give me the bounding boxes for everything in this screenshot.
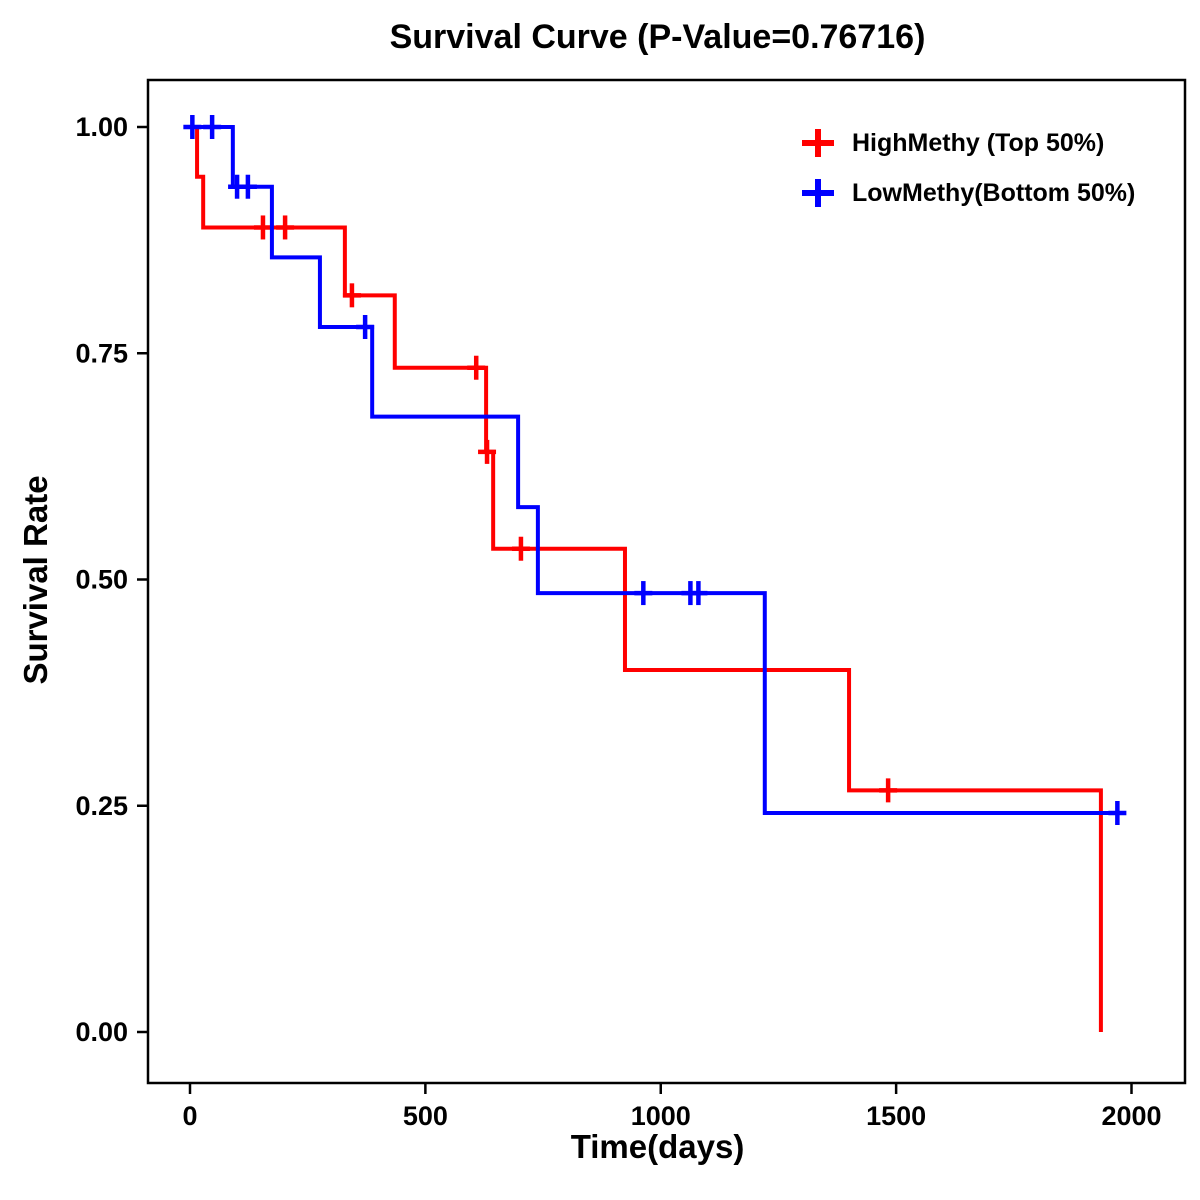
y-tick-label: 0.25 [75,791,128,821]
plus-marker-blue-icon [802,179,834,207]
plus-marker-red-icon [802,129,834,157]
x-tick-label: 2000 [1101,1101,1161,1131]
y-tick-label: 0.00 [75,1017,128,1047]
survival-curve-1 [190,125,1120,815]
x-axis-label: Time(days) [570,1128,745,1165]
y-tick-label: 1.00 [75,112,128,142]
y-tick-label: 0.50 [75,565,128,595]
x-tick-label: 1000 [631,1101,691,1131]
x-tick-label: 500 [403,1101,448,1131]
y-tick-label: 0.75 [75,338,128,368]
x-tick-label: 0 [182,1101,197,1131]
legend-item-highmethy: HighMethy (Top 50%) [796,118,1135,168]
legend-label-highmethy: HighMethy (Top 50%) [852,128,1105,157]
survival-curve-0 [190,125,1103,1032]
legend: HighMethy (Top 50%) LowMethy(Bottom 50%) [796,118,1135,218]
chart-title: Survival Curve (P-Value=0.76716) [389,18,926,56]
x-tick-label: 1500 [866,1101,926,1131]
legend-label-lowmethy: LowMethy(Bottom 50%) [852,178,1136,207]
legend-item-lowmethy: LowMethy(Bottom 50%) [796,168,1135,218]
